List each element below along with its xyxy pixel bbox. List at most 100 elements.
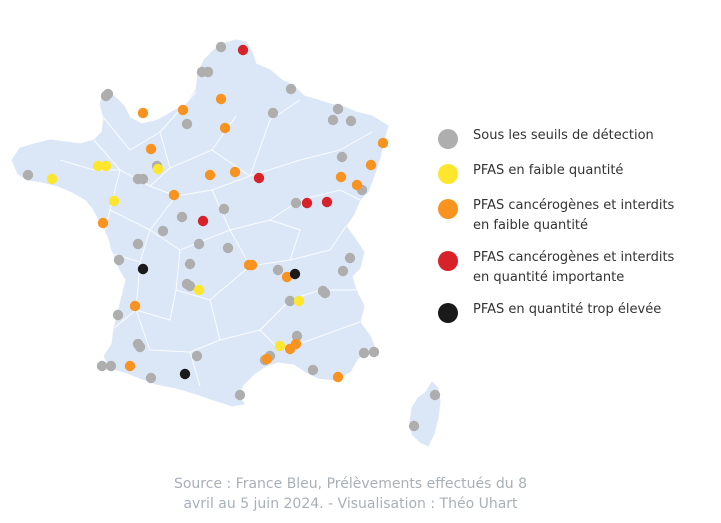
sample-point-grey (327, 114, 339, 126)
sample-points (22, 41, 441, 432)
department-border (289, 225, 347, 261)
legend-swatch-yellow (438, 164, 458, 184)
sample-point-grey (132, 238, 144, 250)
department-border (189, 351, 201, 387)
sample-point-grey (102, 88, 114, 100)
sample-point-grey (113, 254, 125, 266)
department-border (135, 309, 221, 353)
sample-point-red (301, 197, 313, 209)
sample-point-grey (215, 41, 227, 53)
sample-point-grey (193, 238, 205, 250)
sample-point-grey (332, 103, 344, 115)
sample-point-grey (145, 372, 157, 384)
sample-point-grey (157, 225, 169, 237)
department-border (103, 91, 197, 151)
sample-point-grey (176, 211, 188, 223)
sample-point-orange (284, 343, 296, 355)
sample-point-orange (351, 179, 363, 191)
sample-point-grey (105, 360, 117, 372)
department-border (135, 261, 177, 321)
department-border (59, 159, 120, 171)
sample-point-black (137, 263, 149, 275)
sample-point-grey (307, 364, 319, 376)
legend-swatch-red (438, 251, 458, 271)
france-map (11, 39, 441, 447)
sample-point-grey (96, 360, 108, 372)
sample-point-grey (181, 118, 193, 130)
sample-point-grey (184, 280, 196, 292)
sample-point-grey (184, 258, 196, 270)
legend: Sous les seuils de détection PFAS en fai… (438, 126, 688, 335)
department-border (249, 131, 373, 177)
sample-point-orange (229, 166, 241, 178)
sample-point-grey (112, 309, 124, 321)
sample-point-grey (344, 252, 356, 264)
sample-point-orange (97, 217, 109, 229)
sample-point-orange (129, 300, 141, 312)
legend-label-orange: PFAS cancérogènes et interdits en faible… (473, 198, 675, 233)
sample-point-orange (377, 137, 389, 149)
sample-point-grey (345, 115, 357, 127)
sample-point-grey (336, 151, 348, 163)
sample-point-orange (204, 169, 216, 181)
source-line-2: avril au 5 juin 2024. - Visualisation : … (183, 496, 518, 512)
sample-point-grey (218, 203, 230, 215)
sample-point-yellow (100, 160, 112, 172)
legend-label-grey: Sous les seuils de détection (473, 128, 654, 143)
legend-item-yellow: PFAS en faible quantité (438, 161, 688, 184)
sample-point-orange (137, 107, 149, 119)
source-line-1: Source : France Bleu, Prélèvements effec… (173, 476, 527, 492)
sample-point-orange (168, 189, 180, 201)
sample-point-yellow (274, 340, 286, 352)
legend-swatch-grey (438, 129, 458, 149)
sample-point-orange (365, 159, 377, 171)
legend-label-yellow: PFAS en faible quantité (473, 163, 624, 178)
department-border (175, 249, 251, 301)
sample-point-orange (177, 104, 189, 116)
sample-point-grey (134, 341, 146, 353)
sample-point-grey (291, 330, 303, 342)
sample-point-orange (145, 143, 157, 155)
sample-point-yellow (46, 173, 58, 185)
department-border (109, 169, 177, 231)
sample-point-grey (137, 173, 149, 185)
sample-point-grey (429, 389, 441, 401)
sample-point-orange (219, 122, 231, 134)
sample-point-red (253, 172, 265, 184)
sample-point-grey (191, 350, 203, 362)
sample-point-grey (408, 420, 420, 432)
legend-label-black: PFAS en quantité trop élevée (473, 302, 662, 317)
legend-swatch-orange (438, 199, 458, 219)
sample-point-grey (337, 265, 349, 277)
sample-point-grey (284, 295, 296, 307)
department-borders (59, 91, 373, 387)
department-border (299, 189, 361, 201)
department-border (113, 309, 137, 329)
sample-point-grey (358, 347, 370, 359)
sample-point-orange (215, 93, 227, 105)
legend-swatch-black (438, 303, 458, 323)
sample-point-yellow (92, 160, 104, 172)
sample-point-grey (290, 197, 302, 209)
sample-point-yellow (293, 295, 305, 307)
department-border (249, 219, 301, 267)
sample-point-grey (234, 389, 246, 401)
source-caption: Source : France Bleu, Prélèvements effec… (0, 474, 701, 514)
legend-item-black: PFAS en quantité trop élevée (438, 300, 688, 323)
department-border (149, 175, 251, 197)
department-border (209, 299, 291, 341)
legend-item-orange: PFAS cancérogènes et interdits en faible… (438, 196, 688, 236)
sample-point-yellow (152, 163, 164, 175)
france-map-svg (11, 39, 441, 447)
sample-point-black (179, 368, 191, 380)
sample-point-yellow (193, 284, 205, 296)
sample-point-black (289, 268, 301, 280)
sample-point-grey (22, 169, 34, 181)
legend-item-grey: Sous les seuils de détection (438, 126, 688, 149)
sample-point-orange (124, 360, 136, 372)
sample-point-red (321, 196, 333, 208)
sample-point-grey (368, 346, 380, 358)
sample-point-orange (281, 271, 293, 283)
sample-point-orange (332, 371, 344, 383)
sample-point-grey (319, 287, 331, 299)
